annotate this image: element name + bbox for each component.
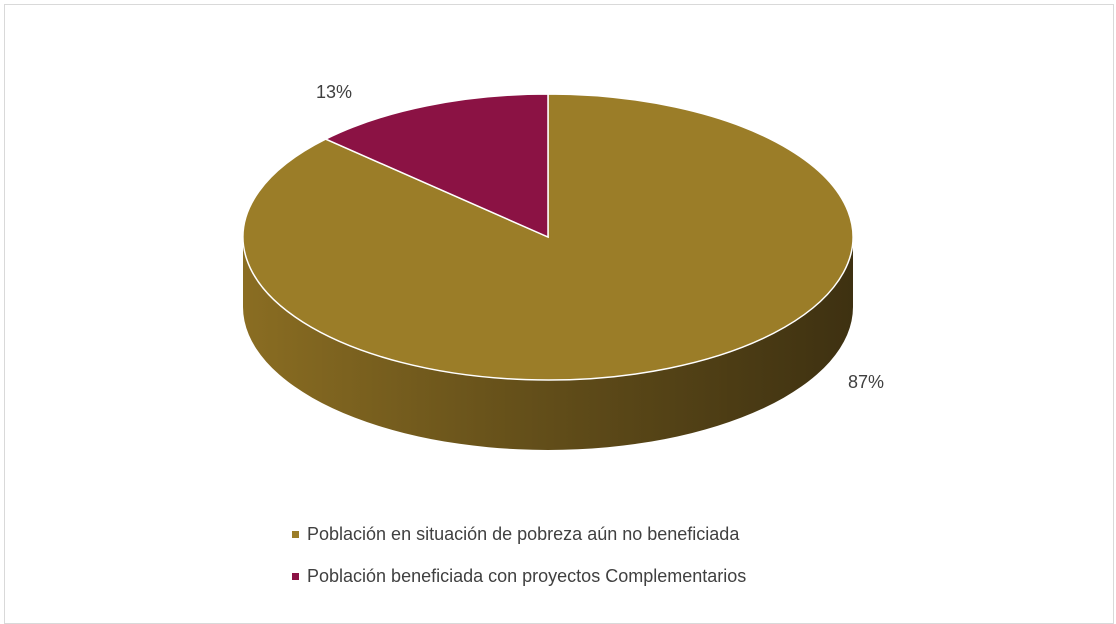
data-label-0: 87% [848,372,884,392]
pie-top [242,93,854,381]
pie-chart: 87% 13% [242,82,884,450]
pie-side [243,237,853,450]
data-label-1: 13% [316,82,352,102]
legend-label-1: Población beneficiada con proyectos Comp… [307,565,747,586]
legend-item-0: Población en situación de pobreza aún no… [292,523,912,545]
pie-side-wall [243,237,853,450]
legend-item-1: Población beneficiada con proyectos Comp… [292,565,912,587]
legend-swatch-1 [292,572,299,580]
pie-slice-1 [323,93,549,239]
legend-label-0: Población en situación de pobreza aún no… [307,523,740,544]
legend: Población en situación de pobreza aún no… [292,523,912,607]
pie-labels: 87% 13% [316,82,884,392]
legend-swatch-0 [292,530,299,538]
